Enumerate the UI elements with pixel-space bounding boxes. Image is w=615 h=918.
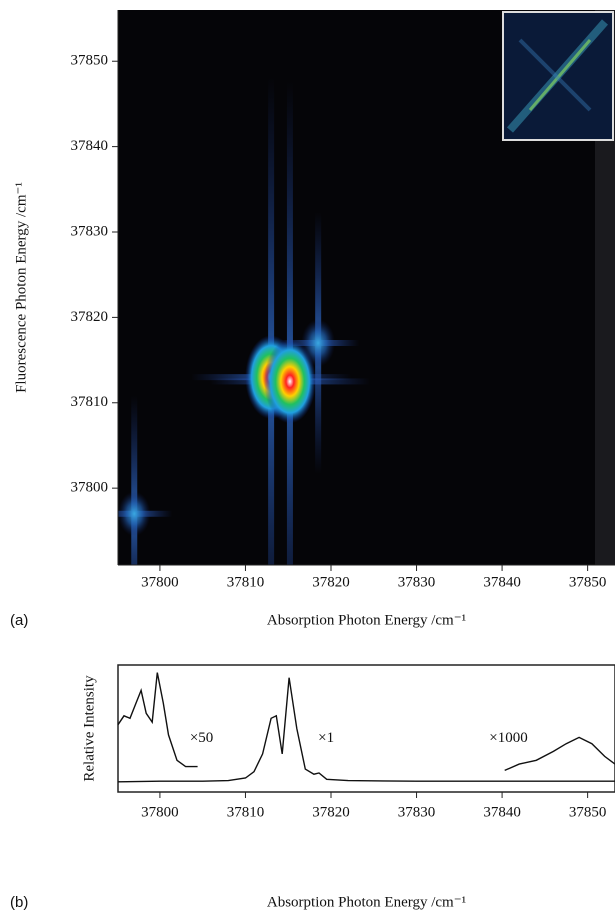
panel-label: (b) [10,894,28,911]
heatmap [118,77,370,565]
x-tick-label: 37820 [312,804,350,820]
x-tick-label: 37810 [227,804,265,820]
panel-label: (a) [10,612,28,629]
detector-edge [595,10,615,565]
x-tick-label: 37840 [483,574,521,590]
x-axis-label: Absorption Photon Energy /cm⁻¹ [267,894,466,910]
annotation: ×1000 [489,730,527,746]
x-axis-label: Absorption Photon Energy /cm⁻¹ [267,612,466,628]
x-tick-label: 37820 [312,574,350,590]
x-tick-label: 37830 [398,804,436,820]
heat-blob [301,319,336,367]
x-tick-label: 37850 [569,574,607,590]
x-tick-label: 37810 [227,574,265,590]
x-tick-label: 37830 [398,574,436,590]
plot-frame [117,664,615,793]
y-tick-label: 37850 [71,53,109,69]
x-tick-label: 37800 [141,804,179,820]
annotation: ×50 [190,730,213,746]
x-tick-label: 37800 [141,574,179,590]
streak [268,77,275,565]
y-tick-label: 37840 [71,138,109,154]
spectrum-line [504,736,615,772]
streak [286,81,293,565]
y-tick-label: 37810 [71,394,109,410]
inset [502,11,614,141]
y-tick-label: 37830 [71,223,109,239]
y-tick-label: 37820 [71,309,109,325]
x-tick-label: 37850 [569,804,607,820]
spectrum-line [117,677,615,783]
y-axis-label: Relative Intensity [81,675,97,782]
annotation: ×1 [318,730,334,746]
streak [131,395,138,565]
heat-blob [263,339,316,424]
y-tick-label: 37800 [71,480,109,496]
x-tick-label: 37840 [483,804,521,820]
y-axis-label: Fluorescence Photon Energy /cm⁻¹ [13,182,29,393]
spectrum-line [117,672,198,768]
heat-blob [118,491,151,537]
